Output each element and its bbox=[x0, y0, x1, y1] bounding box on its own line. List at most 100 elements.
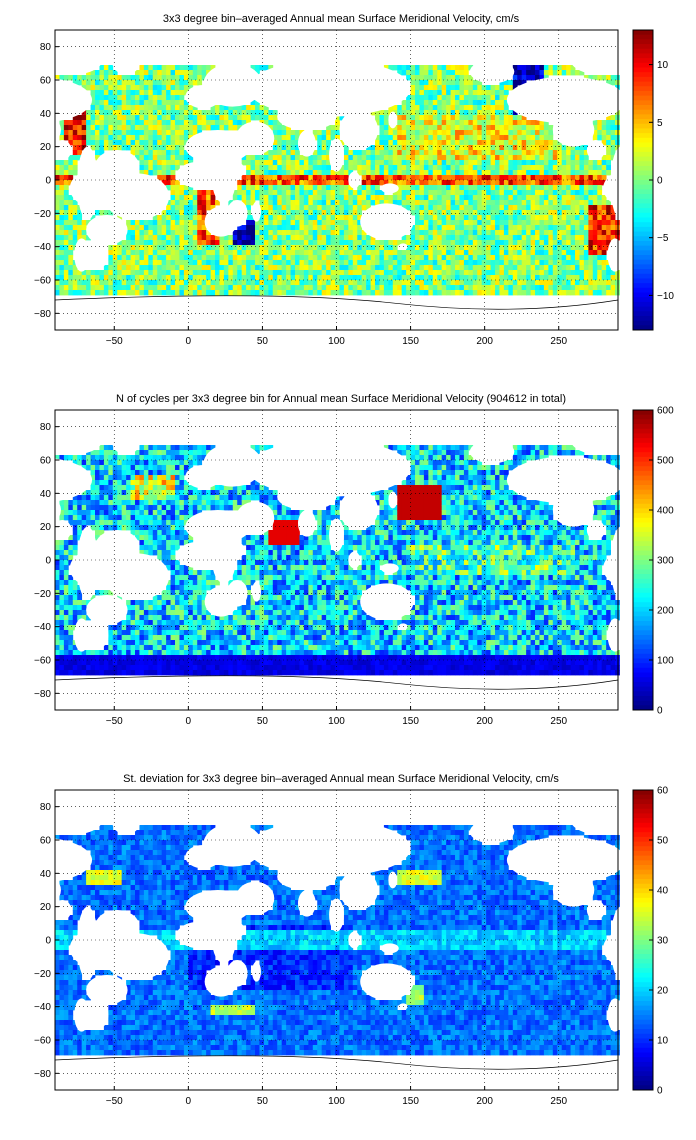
heatmap-cell bbox=[72, 610, 78, 616]
heatmap-cell bbox=[72, 230, 78, 236]
heatmap-cell bbox=[375, 110, 380, 116]
heatmap-cell bbox=[121, 100, 127, 106]
heatmap-cell bbox=[268, 190, 274, 196]
heatmap-cell bbox=[135, 485, 140, 491]
heatmap-cell bbox=[512, 240, 518, 246]
heatmap-cell bbox=[326, 275, 331, 281]
heatmap-cell bbox=[268, 255, 274, 261]
heatmap-cell bbox=[126, 665, 131, 671]
heatmap-cell bbox=[77, 210, 83, 216]
heatmap-cell bbox=[415, 160, 420, 166]
heatmap-cell bbox=[530, 220, 536, 226]
heatmap-cell bbox=[508, 190, 514, 196]
heatmap-cell bbox=[117, 125, 123, 131]
heatmap-cell bbox=[437, 250, 443, 256]
heatmap-cell bbox=[112, 645, 118, 651]
heatmap-cell bbox=[237, 280, 243, 286]
heatmap-cell bbox=[437, 235, 443, 241]
heatmap-cell bbox=[601, 265, 607, 271]
heatmap-cell bbox=[575, 205, 580, 211]
heatmap-cell bbox=[366, 275, 371, 281]
heatmap-cell bbox=[55, 245, 60, 251]
heatmap-cell bbox=[250, 260, 256, 266]
heatmap-cell bbox=[472, 225, 478, 231]
heatmap-cell bbox=[450, 220, 456, 226]
heatmap-cell bbox=[188, 245, 194, 251]
heatmap-cell bbox=[446, 115, 451, 121]
heatmap-cell bbox=[437, 175, 443, 181]
heatmap-cell bbox=[561, 210, 567, 216]
heatmap-cell bbox=[508, 235, 514, 241]
heatmap-cell bbox=[437, 140, 443, 146]
heatmap-cell bbox=[77, 115, 83, 121]
heatmap-cell bbox=[521, 285, 527, 291]
heatmap-cell bbox=[592, 290, 598, 296]
heatmap-cell bbox=[579, 70, 585, 76]
heatmap-cell bbox=[170, 75, 176, 81]
heatmap-cell bbox=[508, 280, 514, 286]
heatmap-cell bbox=[583, 165, 589, 171]
heatmap-cell bbox=[175, 270, 180, 276]
heatmap-cell bbox=[557, 275, 563, 281]
heatmap-cell bbox=[121, 105, 127, 111]
heatmap-cell bbox=[112, 495, 118, 501]
heatmap-cell bbox=[317, 170, 323, 176]
heatmap-cell bbox=[530, 145, 536, 151]
heatmap-cell bbox=[486, 140, 491, 146]
heatmap-cell bbox=[477, 225, 483, 231]
heatmap-cell bbox=[535, 125, 540, 131]
heatmap-cell bbox=[117, 520, 123, 526]
heatmap-cell bbox=[401, 235, 407, 241]
heatmap-cell bbox=[179, 125, 185, 131]
heatmap-cell bbox=[179, 65, 185, 71]
heatmap-cell bbox=[361, 195, 367, 201]
heatmap-cell bbox=[55, 455, 60, 461]
heatmap-cell bbox=[86, 450, 91, 456]
heatmap-cell bbox=[517, 265, 523, 271]
heatmap-cell bbox=[583, 260, 589, 266]
heatmap-cell bbox=[499, 285, 505, 291]
heatmap-cell bbox=[317, 240, 323, 246]
heatmap-cell bbox=[126, 620, 131, 626]
heatmap-cell bbox=[312, 135, 318, 141]
heatmap-cell bbox=[495, 170, 500, 176]
heatmap-cell bbox=[130, 660, 136, 666]
heatmap-cell bbox=[463, 220, 469, 226]
heatmap-cell bbox=[130, 485, 136, 491]
heatmap-cell bbox=[370, 270, 376, 276]
heatmap-cell bbox=[143, 640, 149, 646]
heatmap-cell bbox=[299, 260, 305, 266]
heatmap-cell bbox=[139, 70, 145, 76]
heatmap-cell bbox=[259, 235, 265, 241]
heatmap-cell bbox=[517, 285, 523, 291]
heatmap-cell bbox=[148, 530, 154, 536]
heatmap-cell bbox=[121, 515, 127, 521]
heatmap-cell bbox=[539, 65, 545, 71]
heatmap-cell bbox=[77, 590, 83, 596]
heatmap-cell bbox=[63, 605, 69, 611]
heatmap-cell bbox=[130, 480, 136, 486]
heatmap-cell bbox=[459, 160, 465, 166]
heatmap-cell bbox=[481, 155, 487, 161]
heatmap-cell bbox=[286, 210, 291, 216]
heatmap-cell bbox=[277, 230, 283, 236]
heatmap-cell bbox=[326, 190, 331, 196]
heatmap-cell bbox=[397, 115, 403, 121]
heatmap-cell bbox=[183, 220, 189, 226]
heatmap-cell bbox=[263, 225, 269, 231]
heatmap-cell bbox=[161, 285, 167, 291]
heatmap-cell bbox=[166, 220, 171, 226]
heatmap-cell bbox=[312, 240, 318, 246]
heatmap-cell bbox=[495, 205, 500, 211]
heatmap-cell bbox=[90, 455, 96, 461]
heatmap-cell bbox=[161, 150, 167, 156]
heatmap-cell bbox=[437, 230, 443, 236]
heatmap-cell bbox=[170, 260, 176, 266]
heatmap-cell bbox=[583, 160, 589, 166]
heatmap-cell bbox=[357, 275, 363, 281]
heatmap-cell bbox=[419, 180, 425, 186]
heatmap-cell bbox=[352, 190, 358, 196]
heatmap-cell bbox=[183, 255, 189, 261]
heatmap-cell bbox=[68, 515, 74, 521]
heatmap-cell bbox=[375, 190, 380, 196]
